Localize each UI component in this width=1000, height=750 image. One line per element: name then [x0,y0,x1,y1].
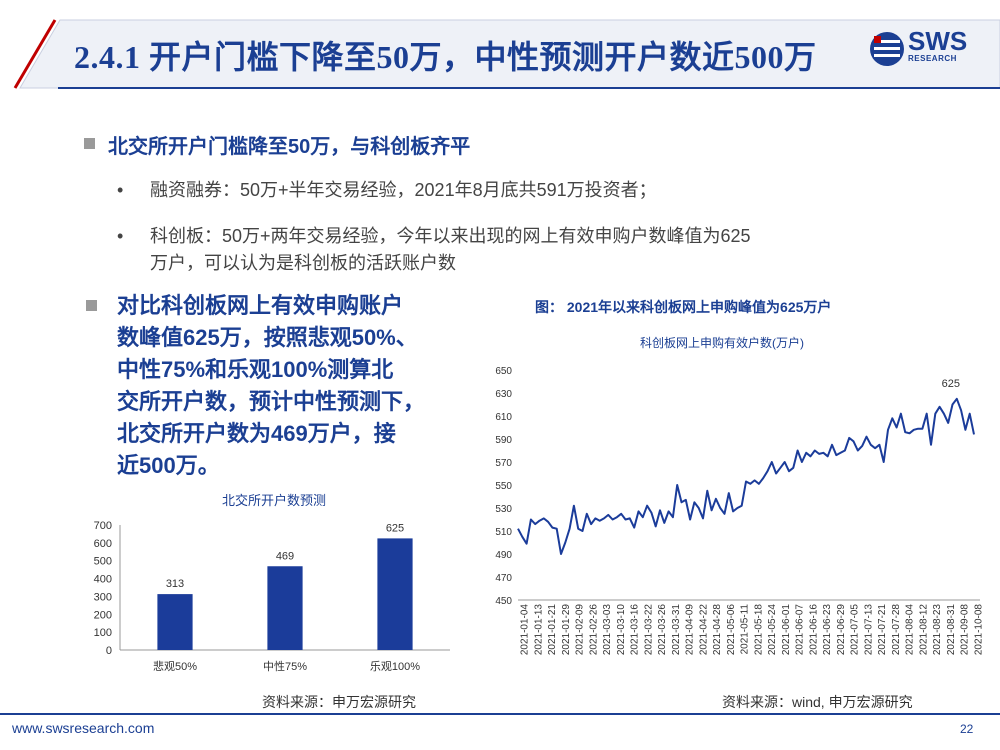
x-tick-label: 2021-05-11 [740,604,751,655]
x-tick-label: 2021-09-08 [960,604,971,656]
x-tick-label: 2021-02-09 [575,604,586,656]
x-tick-label: 2021-01-29 [561,604,572,656]
page-title: 2.4.1 开户门槛下降至50万，中性预测开户数近500万 [74,39,817,75]
x-tick-label: 2021-10-08 [974,604,985,656]
x-tick-label: 悲观50% [153,659,197,673]
y-tick-label: 490 [495,550,512,561]
y-tick-label: 630 [495,389,512,400]
x-tick-label: 中性75% [263,659,307,673]
y-tick-label: 530 [495,504,512,515]
y-tick-label: 510 [495,527,512,538]
title-bar: 2.4.1 开户门槛下降至50万，中性预测开户数近500万 SWS RESEAR… [0,18,1000,90]
x-tick-label: 2021-01-04 [520,604,531,656]
x-tick-label: 2021-08-31 [946,604,957,656]
y-tick-label: 200 [94,609,112,621]
line-chart-source: 资料来源：wind, 申万宏源研究 [722,694,913,710]
x-tick-label: 2021-04-28 [712,604,723,656]
x-tick-label: 2021-03-03 [602,604,613,656]
section1-heading: 北交所开户门槛降至50万，与科创板齐平 [108,136,471,158]
figure-caption: 图： 2021年以来科创板网上申购峰值为625万户 [535,299,832,315]
square-bullet-icon [84,138,95,149]
x-tick-label: 2021-05-06 [726,604,737,656]
logo-text: SWS [908,26,968,56]
x-tick-label: 2021-01-13 [533,604,544,656]
y-tick-label: 450 [495,596,512,607]
x-tick-label: 2021-03-10 [616,604,627,656]
line-chart: 450 470 490 510 530 550 570 590 610 630 650 625 2021… [495,366,985,656]
bullet-text-2: 科创板：50万+两年交易经验，今年以来出现的网上有效申购户数峰值为625 [150,226,751,246]
y-tick-label: 300 [94,591,112,603]
bar [157,594,193,650]
y-tick-label: 570 [495,458,512,469]
sws-logo: SWS RESEARCH [868,26,978,74]
bar-value-label: 313 [166,578,184,590]
x-tick-label: 2021-08-04 [905,604,916,656]
square-bullet-icon [86,300,97,311]
x-tick-label: 2021-06-01 [781,604,792,656]
title-background [13,19,1000,89]
bar-chart: 0 100 200 300 400 500 600 700 313 悲观50% 469 中性75% 62… [94,520,450,673]
y-tick-label: 400 [94,574,112,586]
section2-text: 对比科创板网上有效申购账户 数峰值625万，按照悲观50%、 中性75%和乐观1… [117,290,477,482]
y-tick-label: 700 [94,520,112,532]
footer-url[interactable]: www.swsresearch.com [12,720,155,736]
bar-value-label: 469 [276,550,294,562]
x-tick-label: 2021-03-22 [643,604,654,656]
bar [267,566,303,650]
bar-chart-title: 北交所开户数预测 [222,493,327,508]
x-tick-label: 2021-06-23 [822,604,833,656]
section2-line: 对比科创板网上有效申购账户 [117,293,404,318]
x-tick-label: 2021-08-23 [932,604,943,656]
x-tick-label: 2021-03-16 [630,604,641,656]
x-tick-label: 2021-07-05 [850,604,861,656]
section2-line: 近500万。 [117,453,220,478]
line-chart-title: 科创板网上申购有效户数(万户) [640,336,804,350]
y-tick-label: 650 [495,366,512,377]
y-tick-label: 0 [106,645,112,657]
x-tick-label: 2021-06-29 [836,604,847,656]
x-tick-label: 2021-06-16 [808,604,819,656]
x-tick-label: 2021-03-31 [671,604,682,656]
logo-mark-icon [870,32,904,66]
y-tick-label: 100 [94,627,112,639]
x-tick-label: 2021-02-26 [588,604,599,656]
x-tick-label: 2021-08-12 [918,604,929,656]
y-tick-label: 610 [495,412,512,423]
x-tick-label: 乐观100% [370,660,420,673]
bar-value-label: 625 [386,522,404,534]
bullet-dot-icon: • [117,180,124,200]
section2-line: 北交所开户数为469万户，接 [117,421,396,446]
x-tick-label: 2021-05-24 [767,604,778,656]
bullet-dot-icon: • [117,226,124,246]
page-number: 22 [960,722,974,736]
x-tick-label: 2021-07-28 [891,604,902,656]
x-tick-label: 2021-07-13 [863,604,874,656]
peak-annotation-label: 625 [942,378,960,390]
y-tick-label: 470 [495,573,512,584]
bullet-text-2-cont: 万户，可以认为是科创板的活跃账户数 [150,253,456,273]
x-tick-label: 2021-01-21 [547,604,558,656]
section2-line: 交所开户数，预计中性预测下， [117,389,426,414]
x-tick-label: 2021-05-18 [753,604,764,656]
x-tick-label: 2021-06-07 [795,604,806,656]
x-tick-label: 2021-07-21 [877,604,888,656]
y-tick-label: 600 [94,538,112,550]
x-tick-label: 2021-04-22 [698,604,709,656]
section2-line: 数峰值625万，按照悲观50%、 [117,325,418,350]
x-tick-label: 2021-04-09 [685,604,696,656]
y-tick-label: 550 [495,481,512,492]
section2-line: 中性75%和乐观100%测算北 [117,357,394,382]
bullet-text-1: 融资融券：50万+半年交易经验，2021年8月底共591万投资者； [150,180,657,200]
y-tick-label: 590 [495,435,512,446]
logo-subtext: RESEARCH [908,54,957,63]
bar [377,538,413,650]
footer-divider [0,713,1000,715]
x-tick-label: 2021-03-26 [657,604,668,656]
bar-chart-source: 资料来源：申万宏源研究 [262,694,416,710]
y-tick-label: 500 [94,556,112,568]
series-line [517,397,975,555]
